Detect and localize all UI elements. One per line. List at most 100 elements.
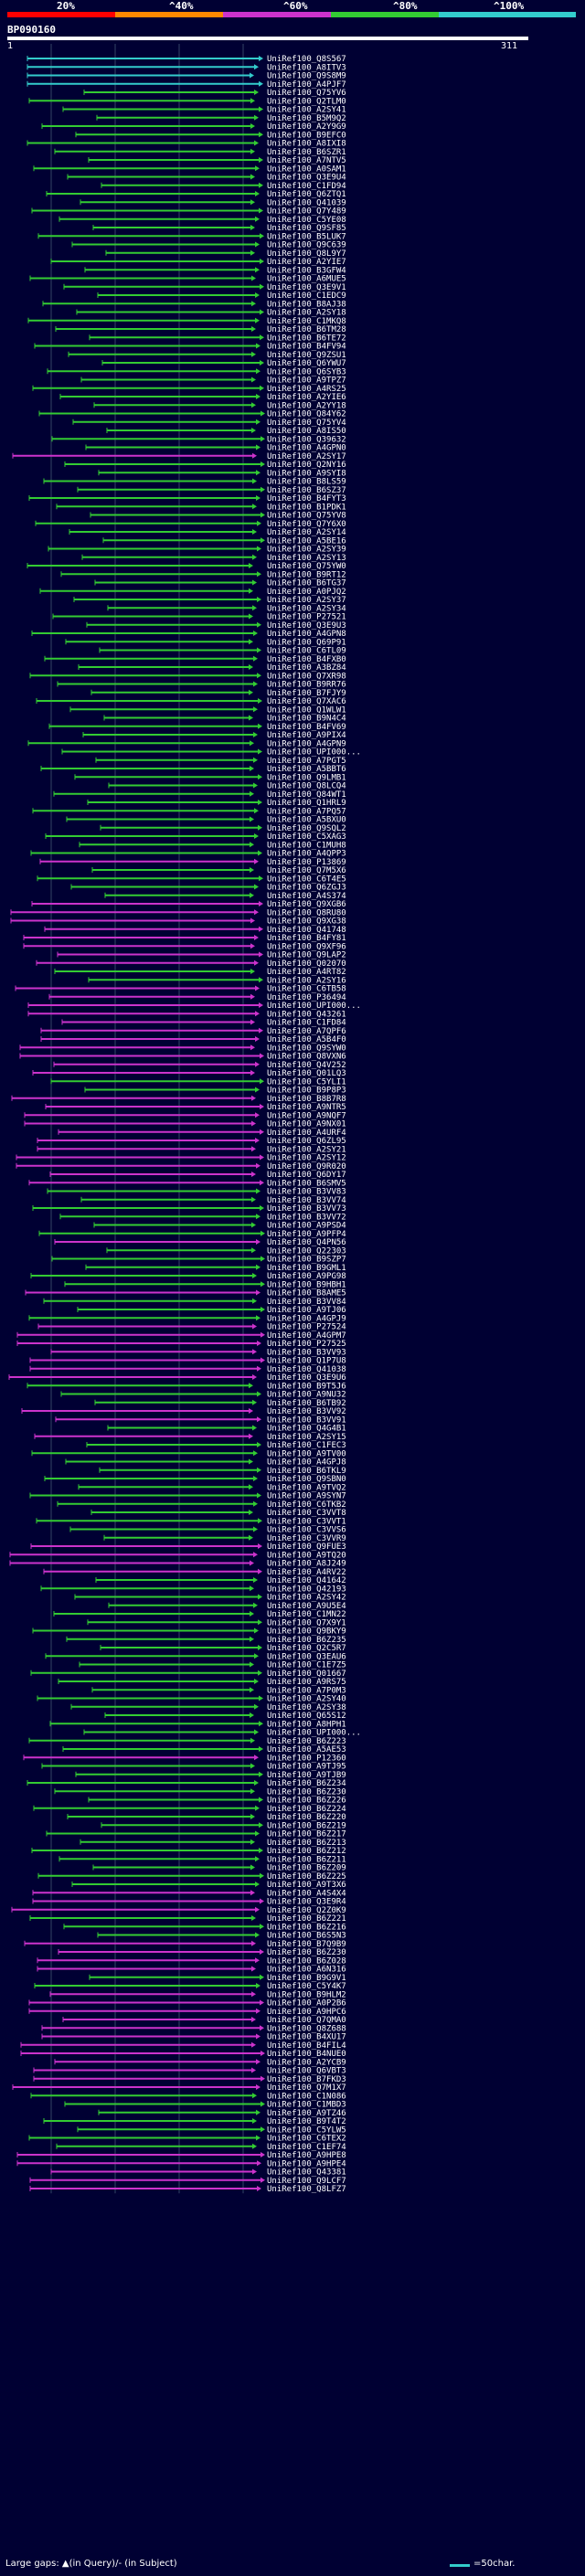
hit-row[interactable]: UniRef100_Q4PN56: [54, 1238, 346, 1247]
hit-row[interactable]: UniRef100_C1MUH8: [79, 841, 346, 850]
hit-row[interactable]: UniRef100_A2SY39: [48, 546, 346, 555]
hit-row[interactable]: UniRef100_B3VV84: [43, 1298, 346, 1307]
hit-row[interactable]: UniRef100_Q9BKY9: [32, 1627, 346, 1637]
hit-label[interactable]: UniRef100_Q9BKY9: [267, 1627, 346, 1637]
hit-row[interactable]: UniRef100_B9HLM2: [49, 1990, 346, 1999]
hit-label[interactable]: UniRef100_C6TEX2: [267, 2135, 346, 2144]
hit-row[interactable]: UniRef100_B4FV69: [48, 723, 346, 732]
hit-row[interactable]: UniRef100_B9G9V1: [89, 1974, 346, 1983]
hit-row[interactable]: UniRef100_P27524: [37, 1323, 346, 1332]
hit-label[interactable]: UniRef100_A2SY41: [267, 106, 346, 115]
hit-label[interactable]: UniRef100_Q1HRL9: [267, 799, 346, 808]
hit-row[interactable]: UniRef100_A4S4X4: [32, 1889, 346, 1898]
hit-label[interactable]: UniRef100_B8B7R8: [267, 1095, 346, 1104]
hit-row[interactable]: UniRef100_B7FJY9: [90, 689, 346, 698]
hit-row[interactable]: UniRef100_Q3E9U3: [86, 621, 346, 631]
hit-label[interactable]: UniRef100_Q9SQL2: [267, 824, 346, 833]
hit-label[interactable]: UniRef100_Q3EAU6: [267, 1652, 346, 1661]
hit-row[interactable]: UniRef100_B6Z217: [46, 1830, 346, 1839]
hit-row[interactable]: UniRef100_A2SY17: [12, 452, 346, 461]
hit-label[interactable]: UniRef100_A8IS50: [267, 427, 346, 436]
hit-label[interactable]: UniRef100_A8ITV3: [267, 63, 346, 72]
hit-label[interactable]: UniRef100_B6Z226: [267, 1797, 346, 1806]
hit-row[interactable]: UniRef100_A4QPP3: [30, 850, 346, 859]
hit-label[interactable]: UniRef100_B8LS59: [267, 478, 346, 487]
hit-row[interactable]: UniRef100_Q9LAP2: [57, 951, 346, 960]
hit-row[interactable]: UniRef100_A2Y9G9: [41, 122, 346, 132]
hit-row[interactable]: UniRef100_B6Z220: [67, 1813, 346, 1822]
hit-row[interactable]: UniRef100_Q7QMA0: [62, 2016, 346, 2025]
hit-row[interactable]: UniRef100_B5M9Q2: [96, 114, 346, 123]
hit-label[interactable]: UniRef100_B9T4T2: [267, 2117, 346, 2126]
hit-label[interactable]: UniRef100_A5BE16: [267, 536, 346, 546]
hit-label[interactable]: UniRef100_Q3E9U4: [267, 174, 346, 183]
hit-label[interactable]: UniRef100_Q9LMB1: [267, 773, 346, 782]
hit-label[interactable]: UniRef100_Q39632: [267, 435, 346, 444]
hit-label[interactable]: UniRef100_B4FYT3: [267, 494, 346, 504]
hit-row[interactable]: UniRef100_B4XU17: [41, 2033, 346, 2042]
hit-label[interactable]: UniRef100_Q1P7U8: [267, 1357, 346, 1366]
hit-row[interactable]: UniRef100_A9NX01: [24, 1120, 346, 1129]
hit-row[interactable]: UniRef100_A4PJF7: [27, 80, 346, 90]
hit-label[interactable]: UniRef100_A4GPN0: [267, 444, 346, 453]
hit-row[interactable]: UniRef100_A7PQ57: [32, 807, 346, 816]
hit-label[interactable]: UniRef100_A9TVQ2: [267, 1483, 346, 1492]
hit-row[interactable]: UniRef100_A9SYI8: [98, 469, 346, 478]
hit-label[interactable]: UniRef100_Q8Z688: [267, 2024, 346, 2033]
hit-row[interactable]: UniRef100_C6TKB2: [57, 1500, 346, 1510]
hit-row[interactable]: UniRef100_A2SY18: [76, 309, 346, 318]
hit-label[interactable]: UniRef100_B3GFW4: [267, 266, 346, 275]
hit-label[interactable]: UniRef100_Q9FUE3: [267, 1542, 346, 1552]
hit-row[interactable]: UniRef100_B6Z226: [88, 1797, 346, 1806]
hit-row[interactable]: UniRef100_P12360: [23, 1754, 346, 1763]
hit-row[interactable]: UniRef100_B3VV93: [50, 1348, 346, 1357]
hit-row[interactable]: UniRef100_Q9R020: [16, 1162, 346, 1171]
hit-row[interactable]: UniRef100_B6TKL9: [99, 1467, 346, 1476]
hit-row[interactable]: UniRef100_C5YLW5: [77, 2125, 346, 2135]
hit-row[interactable]: UniRef100_A2SY21: [37, 1145, 346, 1154]
hit-row[interactable]: UniRef100_C6T4E5: [37, 875, 346, 884]
hit-row[interactable]: UniRef100_Q3E9R4: [32, 1898, 346, 1907]
hit-row[interactable]: UniRef100_A4GPJ9: [28, 1314, 346, 1323]
hit-label[interactable]: UniRef100_Q4PN56: [267, 1238, 346, 1247]
hit-label[interactable]: UniRef100_B6Z224: [267, 1805, 346, 1814]
hit-row[interactable]: UniRef100_Q6VBT3: [33, 2067, 346, 2076]
hit-row[interactable]: UniRef100_A9TV00: [31, 1449, 346, 1458]
hit-row[interactable]: UniRef100_Q6SYB3: [47, 367, 346, 376]
hit-label[interactable]: UniRef100_A7PQ57: [267, 807, 346, 816]
hit-label[interactable]: UniRef100_A2SY14: [267, 528, 346, 537]
hit-label[interactable]: UniRef100_Q2C5R7: [267, 1644, 346, 1653]
hit-label[interactable]: UniRef100_P27521: [267, 613, 346, 622]
hit-row[interactable]: UniRef100_A5B4F0: [40, 1035, 346, 1044]
hit-label[interactable]: UniRef100_A2SY16: [267, 976, 346, 985]
hit-row[interactable]: UniRef100_Q2Z0K9: [11, 1906, 346, 1915]
hit-row[interactable]: UniRef100_UPI000...: [61, 748, 361, 758]
hit-row[interactable]: UniRef100_Q6DY17: [49, 1171, 346, 1180]
hit-row[interactable]: UniRef100_B8AME5: [25, 1289, 346, 1299]
hit-label[interactable]: UniRef100_Q7XR98: [267, 672, 346, 681]
hit-row[interactable]: UniRef100_Q84Y62: [38, 410, 346, 419]
hit-label[interactable]: UniRef100_B6Z225: [267, 1872, 346, 1882]
hit-label[interactable]: UniRef100_B6TKL9: [267, 1467, 346, 1476]
hit-row[interactable]: UniRef100_Q7M5X6: [91, 866, 346, 875]
hit-label[interactable]: UniRef100_A4GPN9: [267, 739, 346, 748]
hit-label[interactable]: UniRef100_P36494: [267, 993, 346, 1002]
hit-row[interactable]: UniRef100_B6Z224: [33, 1805, 346, 1814]
hit-label[interactable]: UniRef100_Q9LCF7: [267, 2177, 346, 2186]
hit-label[interactable]: UniRef100_UPI000...: [267, 1729, 361, 1738]
hit-row[interactable]: UniRef100_B3VV91: [55, 1415, 346, 1425]
hit-row[interactable]: UniRef100_A3BZ84: [78, 663, 346, 673]
hit-row[interactable]: UniRef100_A0P2B6: [28, 1999, 346, 2009]
hit-label[interactable]: UniRef100_C5YLI1: [267, 1077, 346, 1087]
hit-label[interactable]: UniRef100_A4RS25: [267, 385, 346, 394]
hit-row[interactable]: UniRef100_B4FY81: [23, 934, 346, 943]
hit-row[interactable]: UniRef100_C5YLI1: [50, 1077, 346, 1087]
hit-label[interactable]: UniRef100_B7FKD3: [267, 2075, 346, 2084]
hit-label[interactable]: UniRef100_B6Z235: [267, 1636, 346, 1645]
hit-label[interactable]: UniRef100_B6TB92: [267, 1399, 346, 1408]
hit-row[interactable]: UniRef100_A4RS25: [32, 385, 346, 394]
hit-row[interactable]: UniRef100_B9P8P3: [84, 1087, 346, 1096]
hit-label[interactable]: UniRef100_B9EFC0: [267, 131, 346, 140]
hit-label[interactable]: UniRef100_A2SY38: [267, 1703, 346, 1712]
hit-label[interactable]: UniRef100_B4FXB0: [267, 655, 346, 664]
